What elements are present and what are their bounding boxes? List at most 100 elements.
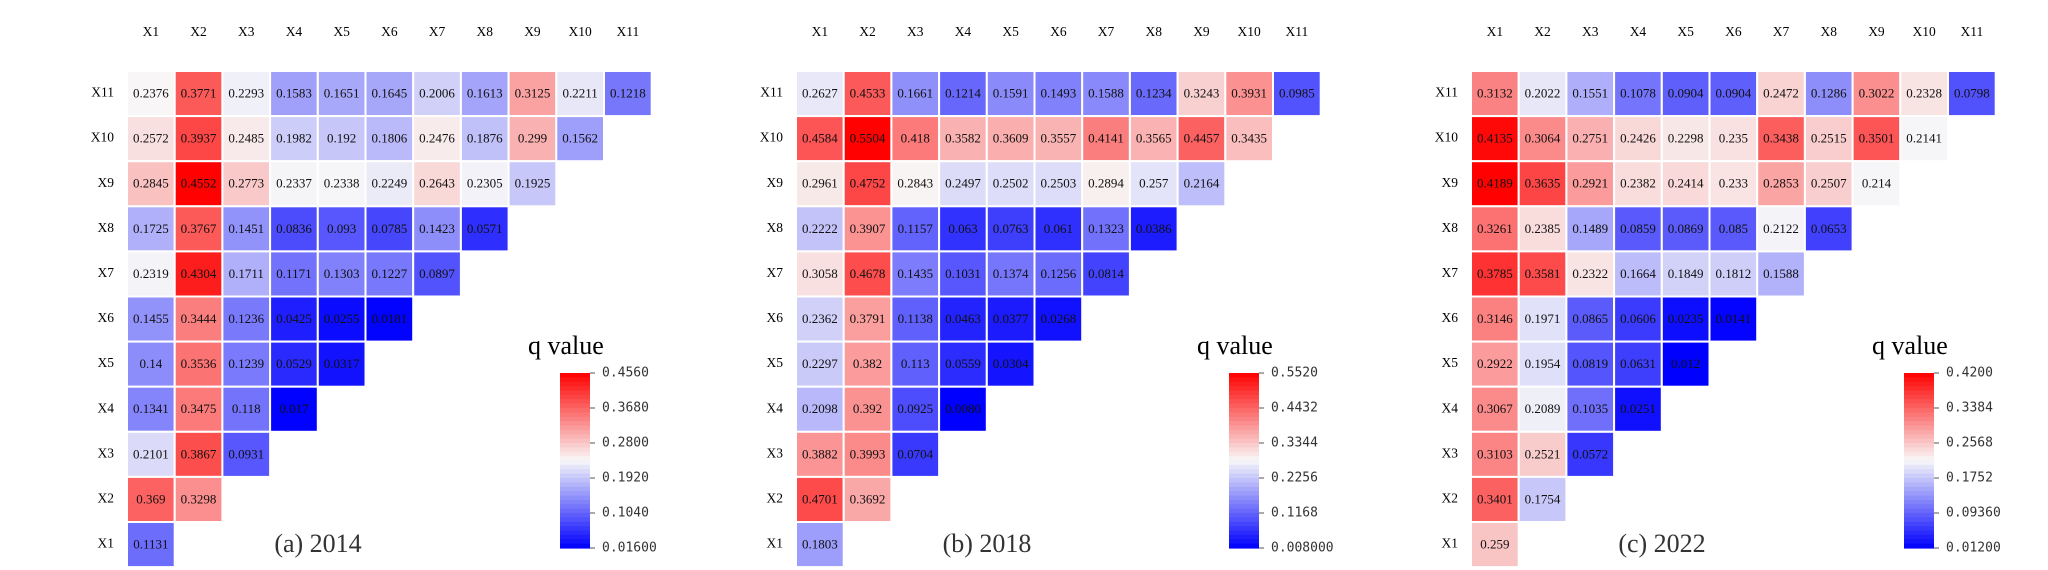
heatmap-cell [221, 115, 272, 163]
panel-title: (c) 2022 [1618, 529, 1705, 558]
colorbar-segment [1904, 429, 1934, 435]
cell-value-label: 0.2773 [228, 176, 264, 191]
x-tick-label: X9 [524, 24, 541, 39]
cell-value-label: 0.1591 [993, 86, 1029, 101]
colorbar-segment [1904, 521, 1934, 527]
colorbar-segment [1904, 526, 1934, 532]
colorbar-segment [1229, 543, 1259, 549]
cell-value-label: 0.0785 [371, 221, 407, 236]
heatmap-cell [1517, 430, 1568, 478]
heatmap-cell [842, 115, 893, 163]
heatmap-cell [938, 295, 988, 343]
heatmap-cell [126, 295, 176, 343]
heatmap-cell [842, 430, 893, 478]
cell-value-label: 0.2515 [1811, 131, 1847, 146]
cell-value-label: 0.2222 [802, 221, 838, 236]
cell-value-label: 0.192 [327, 131, 356, 146]
cell-value-label: 0.4752 [850, 176, 886, 191]
cell-value-label: 0.085 [1719, 221, 1748, 236]
heatmap-cell [507, 160, 558, 208]
heatmap-cell [221, 295, 272, 343]
colorbar-segment [1229, 517, 1259, 523]
cell-value-label: 0.3557 [1040, 131, 1076, 146]
colorbar-segment [1229, 386, 1259, 392]
colorbar-tick-label: 0.4200 [1946, 366, 1993, 381]
colorbar-segment [1904, 438, 1934, 444]
heatmap-cell [1613, 250, 1663, 298]
cell-value-label: 0.0819 [1572, 356, 1608, 371]
cell-value-label: 0.1341 [133, 401, 169, 416]
colorbar-segment [560, 530, 590, 536]
cell-value-label: 0.1982 [276, 131, 312, 146]
heatmap-cell [1470, 250, 1520, 298]
cell-value-label: 0.1435 [897, 266, 933, 281]
heatmap-cell [221, 430, 272, 478]
colorbar-segment [560, 377, 590, 383]
x-tick-label: X6 [381, 24, 398, 39]
heatmap-cell [1756, 70, 1806, 118]
y-tick-label: X9 [767, 175, 784, 190]
cell-value-label: 0.1423 [419, 221, 455, 236]
x-tick-label: X6 [1050, 24, 1067, 39]
colorbar-segment [1229, 447, 1259, 453]
heatmap-cell [126, 521, 176, 569]
colorbar-segment [1229, 381, 1259, 387]
colorbar-segment [1229, 464, 1259, 470]
cell-value-label: 0.3401 [1477, 491, 1513, 506]
colorbar-segment [1904, 517, 1934, 523]
cell-value-label: 0.0904 [1715, 86, 1751, 101]
colorbar-tick-label: 0.5520 [1271, 366, 1318, 381]
colorbar-tick-label: 0.2256 [1271, 471, 1318, 486]
heatmap-cell [1470, 295, 1520, 343]
y-tick-label: X5 [98, 355, 115, 370]
cell-value-label: 0.1239 [228, 356, 264, 371]
cell-value-label: 0.3058 [802, 266, 838, 281]
x-tick-label: X2 [859, 24, 876, 39]
cell-value-label: 0.2921 [1572, 176, 1608, 191]
cell-value-label: 0.2627 [802, 86, 838, 101]
cell-value-label: 0.4584 [802, 131, 838, 146]
colorbar-segment [1904, 394, 1934, 400]
heatmap-cell [1470, 205, 1520, 253]
cell-value-label: 0.1138 [898, 311, 933, 326]
cell-value-label: 0.0304 [993, 356, 1029, 371]
y-tick-label: X11 [760, 85, 783, 100]
cell-value-label: 0.4678 [850, 266, 886, 281]
heatmap-cell [126, 205, 176, 253]
colorbar-segment [1904, 486, 1934, 492]
x-tick-label: X9 [1193, 24, 1210, 39]
heatmap-cell [459, 205, 510, 253]
x-tick-label: X3 [238, 24, 255, 39]
cell-value-label: 0.2894 [1088, 176, 1124, 191]
colorbar-segment [560, 425, 590, 431]
heatmap-cell [1517, 475, 1568, 523]
heatmap-panel-2: X1 X2 X3 X4 X5 X6 X7 X8 X9 X10 X11 X11 X10 X9 X8 X7 X6 X5… [760, 24, 1334, 569]
cell-value-label: 0.1645 [371, 86, 407, 101]
y-tick-label: X1 [1442, 536, 1459, 551]
x-tick-label: X2 [190, 24, 207, 39]
colorbar-segment [1904, 381, 1934, 387]
colorbar-segment [560, 416, 590, 422]
cell-value-label: 0.3132 [1477, 86, 1513, 101]
heatmap-cell [795, 475, 845, 523]
colorbar-segment [1229, 451, 1259, 457]
colorbar-segment [1904, 513, 1934, 518]
colorbar-segment [1229, 421, 1259, 427]
cell-value-label: 0.3937 [181, 131, 217, 146]
cell-value-label: 0.0463 [945, 311, 981, 326]
colorbar-segment [1229, 521, 1259, 527]
colorbar-segment [560, 399, 590, 405]
cell-value-label: 0.2101 [133, 446, 169, 461]
heatmap-cell [1803, 205, 1854, 253]
heatmap-cell [364, 70, 415, 118]
colorbar-segment [1229, 456, 1259, 462]
colorbar-segment [1904, 508, 1934, 514]
heatmap-cell [316, 115, 367, 163]
colorbar-segment [560, 473, 590, 479]
heatmap-cell [459, 70, 510, 118]
y-tick-label: X10 [760, 130, 783, 145]
colorbar-segment [560, 486, 590, 492]
cell-value-label: 0.2751 [1572, 131, 1608, 146]
colorbar-segment [560, 491, 590, 497]
colorbar-segment [1229, 412, 1259, 418]
